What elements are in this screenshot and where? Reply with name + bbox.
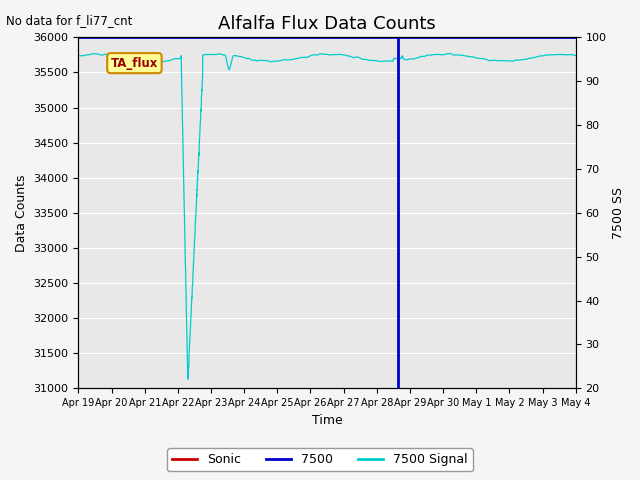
Title: Alfalfa Flux Data Counts: Alfalfa Flux Data Counts bbox=[218, 15, 436, 33]
Legend: Sonic, 7500, 7500 Signal: Sonic, 7500, 7500 Signal bbox=[167, 448, 473, 471]
Text: No data for f_li77_cnt: No data for f_li77_cnt bbox=[6, 14, 132, 27]
Y-axis label: 7500 SS: 7500 SS bbox=[612, 187, 625, 239]
Y-axis label: Data Counts: Data Counts bbox=[15, 174, 28, 252]
Text: TA_flux: TA_flux bbox=[111, 57, 158, 70]
X-axis label: Time: Time bbox=[312, 414, 342, 427]
